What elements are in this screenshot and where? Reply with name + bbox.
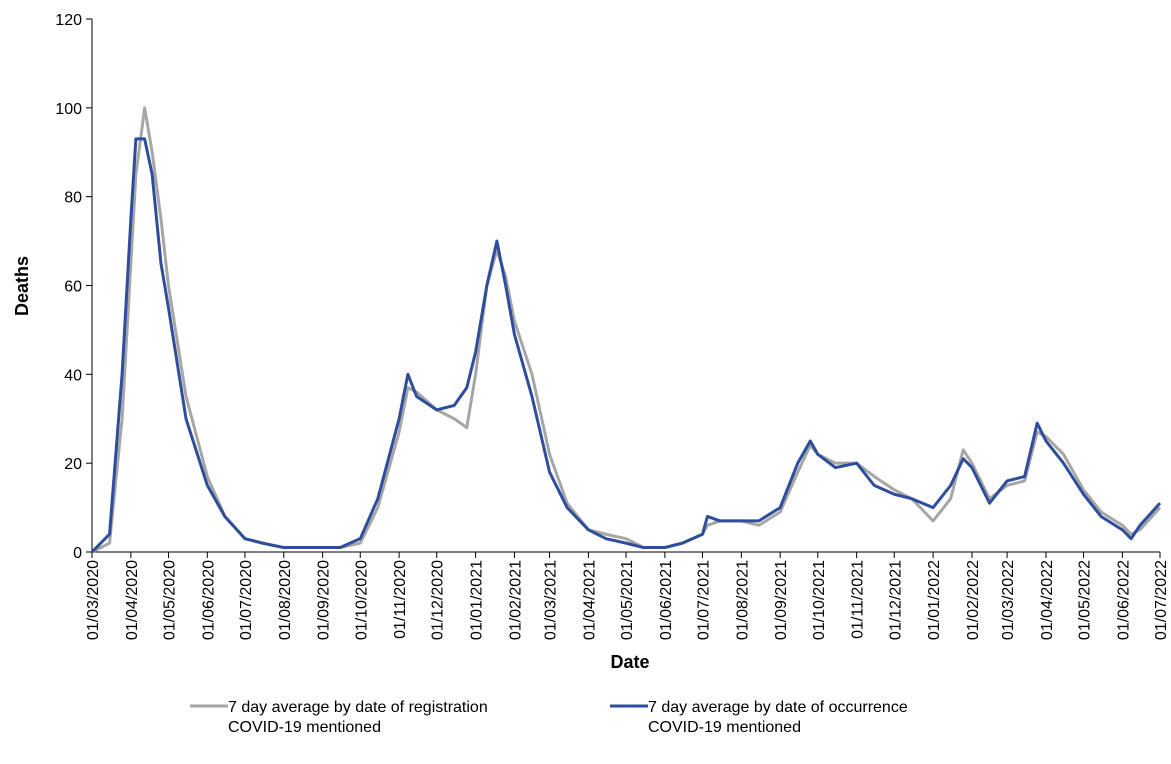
x-axis-label: Date [610, 652, 649, 672]
x-tick-label: 01/08/2021 [734, 560, 751, 640]
x-tick-label: 01/09/2021 [773, 560, 790, 640]
y-tick-label: 0 [73, 545, 82, 562]
x-tick-label: 01/02/2021 [507, 560, 524, 640]
x-tick-label: 01/04/2020 [124, 560, 141, 640]
series-line [90, 137, 1162, 554]
x-tick-label: 01/05/2022 [1077, 560, 1094, 640]
y-axis-label: Deaths [12, 256, 32, 316]
x-tick-label: 01/12/2021 [887, 560, 904, 640]
x-tick-label: 01/03/2021 [543, 560, 560, 640]
x-tick-label: 01/08/2020 [277, 560, 294, 640]
x-tick-label: 01/01/2022 [926, 560, 943, 640]
legend-label: 7 day average by date of registration COV… [228, 699, 488, 736]
x-tick-label: 01/12/2020 [430, 560, 447, 640]
x-tick-label: 01/07/2022 [1153, 560, 1170, 640]
y-tick-label: 40 [64, 367, 82, 384]
x-tick-label: 01/10/2020 [353, 560, 370, 640]
x-tick-label: 01/11/2020 [392, 560, 409, 639]
x-tick-label: 01/07/2020 [238, 560, 255, 640]
x-tick-label: 01/11/2021 [850, 560, 867, 639]
x-tick-label: 01/03/2022 [1000, 560, 1017, 640]
y-tick-label: 120 [55, 12, 82, 29]
x-tick-label: 01/06/2020 [200, 560, 217, 640]
x-tick-label: 01/07/2021 [695, 560, 712, 640]
x-tick-label: 01/10/2021 [811, 560, 828, 640]
x-tick-label: 01/05/2020 [161, 560, 178, 640]
x-tick-label: 01/04/2022 [1039, 560, 1056, 640]
series-line [91, 106, 1162, 554]
x-tick-label: 01/09/2020 [316, 560, 333, 640]
y-tick-label: 80 [64, 190, 82, 207]
x-tick-label: 01/06/2022 [1115, 560, 1132, 640]
x-tick-label: 01/03/2020 [85, 560, 102, 640]
x-tick-label: 01/01/2021 [469, 560, 486, 640]
y-tick-label: 100 [55, 101, 82, 118]
x-tick-label: 01/02/2022 [965, 560, 982, 640]
x-tick-label: 01/06/2021 [658, 560, 675, 640]
y-tick-label: 60 [64, 279, 82, 296]
legend-label: 7 day average by date of occurrence COVID… [648, 699, 908, 736]
y-tick-label: 20 [64, 456, 82, 473]
x-tick-label: 01/05/2021 [619, 560, 636, 640]
x-tick-label: 01/04/2021 [581, 560, 598, 640]
